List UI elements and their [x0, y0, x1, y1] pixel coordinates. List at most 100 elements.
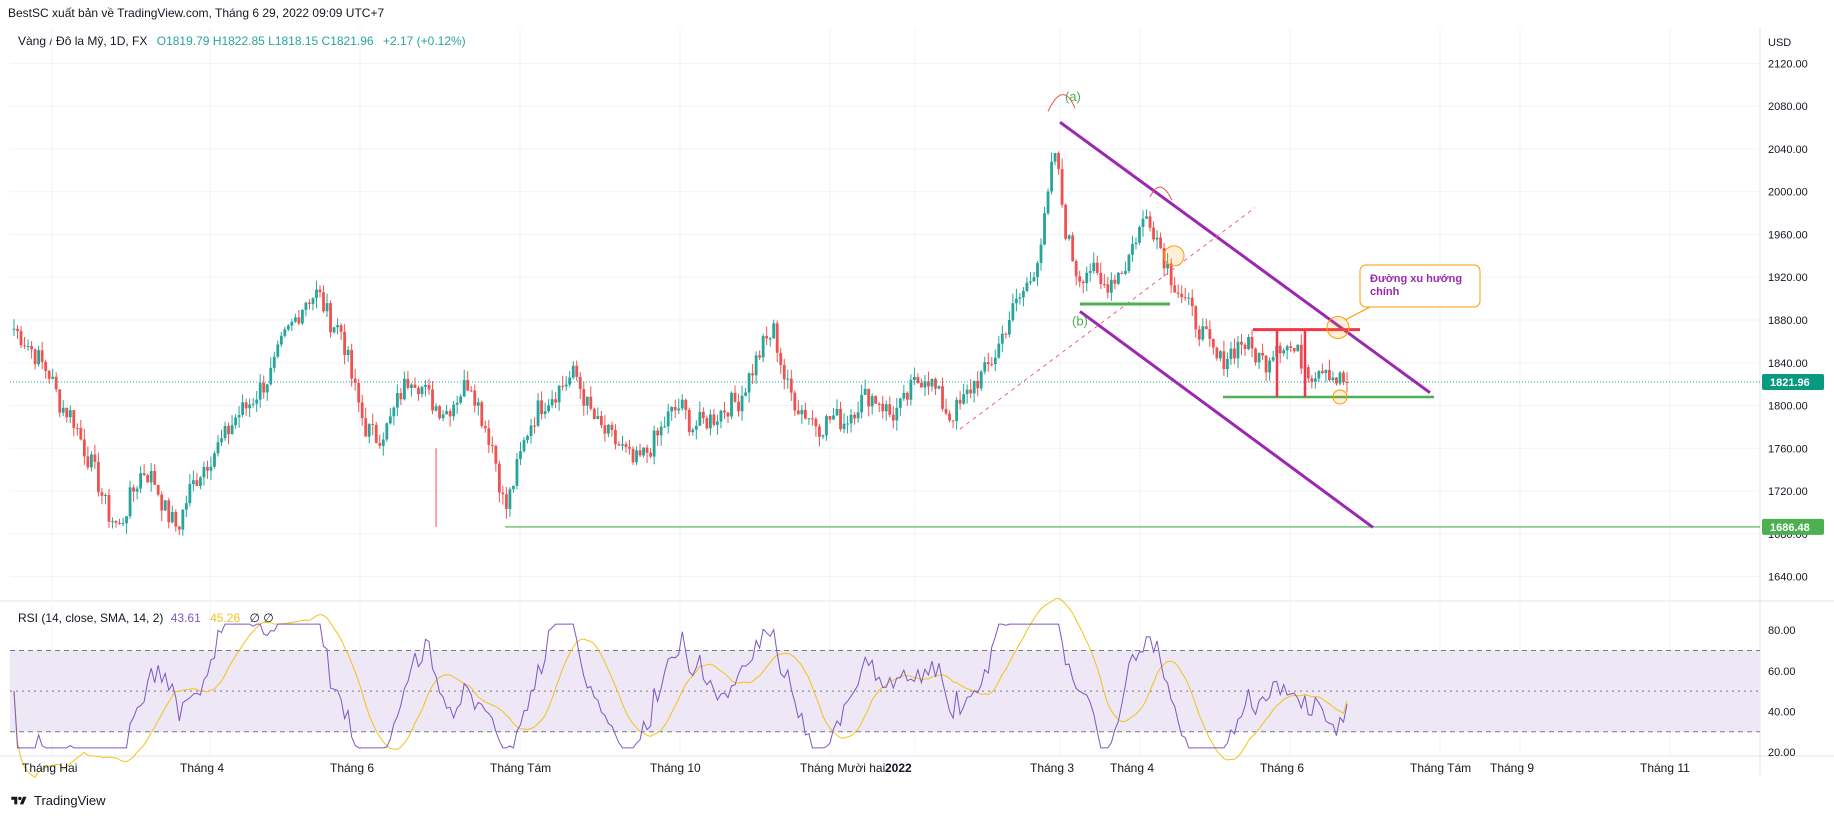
candle-body	[948, 413, 951, 421]
candle-body	[881, 403, 885, 412]
time-axis[interactable]: Tháng Hai Tháng 4 Tháng 6 Tháng Tám Tháng 10…	[22, 761, 1690, 775]
wave-label-a: (a)	[1065, 89, 1081, 104]
candle-body	[856, 412, 860, 419]
candle-body	[1057, 153, 1060, 170]
candle-body	[417, 387, 420, 395]
candle-body	[188, 484, 192, 504]
candle-body	[694, 425, 698, 430]
candle-body	[1106, 284, 1110, 293]
candle-body	[505, 494, 508, 509]
candle-body	[1328, 369, 1331, 381]
candle-body	[1306, 367, 1310, 379]
candle-body	[1218, 351, 1222, 359]
candle-body	[1310, 378, 1314, 382]
candle-body	[1099, 272, 1103, 285]
candle-body	[701, 411, 705, 419]
candle-body	[279, 335, 283, 345]
candle-body	[775, 323, 779, 353]
candle-body	[462, 379, 466, 397]
candle-body	[617, 444, 621, 446]
candle-body	[413, 384, 417, 388]
candle-body	[357, 382, 361, 403]
candle-body	[712, 414, 716, 425]
candle-body	[241, 402, 245, 415]
time-tick-label: Tháng Hai	[22, 761, 77, 775]
candle-body	[1014, 298, 1018, 304]
candle-body	[251, 403, 255, 405]
candle-body	[111, 521, 114, 523]
candle-body	[789, 378, 793, 393]
candle-body	[614, 429, 617, 445]
candle-body	[1155, 237, 1159, 240]
candle-body	[469, 390, 473, 392]
candle-body	[592, 408, 596, 420]
candle-body	[761, 336, 765, 358]
support-price-label-bg	[1762, 518, 1824, 535]
candle-body	[631, 448, 635, 463]
candle-body	[93, 454, 97, 462]
candle-body	[332, 327, 336, 333]
candle-body	[719, 410, 723, 422]
candle-body	[557, 385, 561, 403]
candle-body	[114, 521, 118, 523]
candle-body	[680, 399, 684, 409]
candle-body	[526, 435, 529, 441]
price-change: +2.17 (+0.12%)	[382, 34, 466, 48]
candle-body	[986, 362, 990, 365]
candle-body	[1313, 378, 1317, 382]
rsi-label[interactable]: RSI (14, close, SMA, 14, 2)	[18, 611, 164, 625]
peak-arc-2	[1149, 186, 1173, 201]
candle-body	[33, 349, 37, 365]
candle-body	[522, 440, 526, 452]
candle-body	[360, 402, 364, 419]
candle-body	[206, 466, 209, 471]
candle-body	[283, 329, 287, 336]
candle-body	[1078, 276, 1082, 282]
candle-body	[726, 412, 730, 417]
candle-body	[621, 444, 624, 446]
candle-body	[754, 355, 758, 376]
candle-body	[599, 415, 603, 426]
candle-body	[1081, 281, 1085, 284]
candle-body	[1085, 272, 1089, 284]
candle-body	[642, 447, 645, 456]
candle-body	[1233, 348, 1236, 359]
time-tick-label: 2022	[885, 761, 912, 775]
candle-body	[399, 393, 403, 400]
candle-body	[170, 512, 174, 523]
candle-body	[571, 365, 575, 378]
candle-body	[79, 428, 83, 440]
candle-body	[877, 403, 881, 405]
callout-pointer	[1344, 306, 1371, 321]
time-tick-label: Tháng Mười hai	[800, 761, 885, 775]
candle-body	[772, 323, 776, 339]
candle-body	[1116, 272, 1120, 284]
candle-body	[1338, 372, 1342, 384]
candle-body	[670, 406, 674, 412]
candle-body	[276, 344, 280, 357]
rsi-pane[interactable]: 80.00 60.00 40.00 20.00	[10, 597, 1796, 779]
candle-body	[920, 382, 923, 388]
symbol-name[interactable]: Vàng / Đô la Mỹ, 1D, FX	[18, 34, 148, 48]
candle-body	[1120, 272, 1124, 274]
candle-body	[297, 317, 301, 324]
candle-body	[842, 423, 846, 430]
price-axis[interactable]: 2120.00 2080.00 2040.00 2000.00 1960.00 1920.…	[1768, 37, 1808, 584]
candle-body	[424, 384, 427, 387]
candle-body	[1236, 341, 1240, 359]
candle-body	[452, 404, 456, 417]
rsi-line	[13, 623, 1348, 749]
candle-body	[1331, 377, 1335, 381]
candle-body	[1138, 227, 1141, 243]
candle-body	[575, 365, 579, 377]
price-tick-label: 2120.00	[1768, 58, 1808, 70]
current-price-label-bg	[1762, 374, 1824, 391]
highlight-circle	[1326, 315, 1350, 339]
candle-body	[832, 415, 835, 420]
candle-body	[628, 446, 631, 449]
candle-body	[1022, 290, 1025, 298]
channel-lower-line	[1079, 310, 1374, 529]
footer-brand: TradingView	[34, 793, 106, 808]
